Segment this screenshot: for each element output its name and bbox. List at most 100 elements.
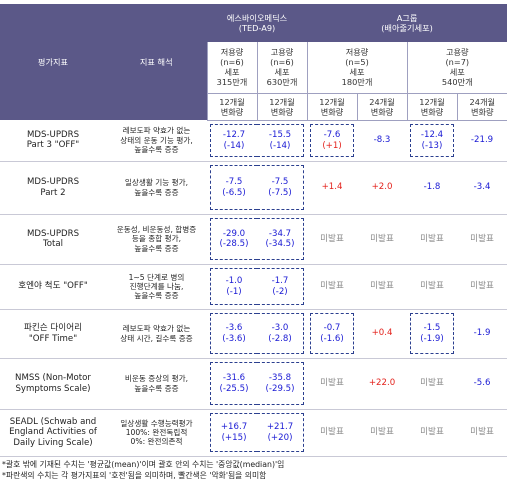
value-box: 미발표 [360, 413, 404, 452]
value-cell: -1.8 [407, 161, 458, 215]
value-text: -1.5 [423, 323, 441, 334]
value-text: +21.7 [266, 422, 294, 433]
arm-header: 저용량 (n=5) 세포 180만개 [306, 42, 408, 94]
value-text: (-2.8) [268, 333, 292, 344]
period-header: 12개월 변화량 [256, 93, 308, 121]
value-cell: -5.6 [457, 358, 507, 410]
value-text: -7.6 [323, 130, 341, 141]
value-box: -31.6 (-25.5) [210, 362, 257, 405]
metric-cell: NMSS (Non-Motor Symptoms Scale) [0, 358, 106, 410]
value-cell: 미발표 [357, 409, 408, 457]
period-label: 12개월 [319, 96, 345, 107]
arm-label: 고용량 [270, 47, 294, 58]
interpretation-cell: 비운동 증상의 평가, 높을수록 증증 [106, 358, 207, 410]
table-row: SEADL (Schwab and England Activities of Da… [0, 409, 507, 457]
header-cell: 지표 해석 [106, 4, 207, 120]
metric-line: Part 3 "OFF" [26, 140, 80, 151]
value-text: -31.6 [222, 373, 246, 384]
value-cell: 미발표 [407, 409, 458, 457]
interpretation-line: 높을수록 증증 [134, 383, 179, 393]
interpretation-line: 높을수록 증증 [134, 291, 179, 301]
period-header: 12개월 변화량 [406, 93, 458, 121]
value-text: 미발표 [320, 281, 344, 292]
value-text: -7.5 [225, 177, 243, 188]
value-cell: 미발표 [457, 264, 507, 310]
value-text: (-1.9) [420, 333, 444, 344]
arm-label: (n=6) [220, 57, 244, 68]
value-text: 미발표 [320, 233, 344, 244]
interpretation-line: 0%: 완전의존적 [130, 437, 183, 447]
value-box: -1.5 (-1.9) [410, 313, 455, 354]
value-text: -5.6 [473, 378, 491, 389]
interpretation-line: 높을수록 증증 [134, 187, 179, 197]
value-box: 미발표 [310, 362, 354, 405]
value-text: 미발표 [370, 427, 394, 438]
arm-label: 세포 [274, 67, 290, 78]
interpretation-line: 높을수록 증증 [134, 243, 179, 253]
value-text: +22.0 [368, 378, 396, 389]
value-cell: -31.6 (-25.5) [207, 358, 257, 410]
group-title: (TED-A9) [238, 23, 276, 33]
value-box: 미발표 [310, 218, 354, 260]
value-cell: 미발표 [307, 409, 358, 457]
table-row: MDS-UPDRS Total 운동성, 비운동성, 합병증 등을 종합 평가, 높을수… [0, 214, 507, 265]
value-cell: +0.4 [357, 309, 408, 359]
interpretation-cell: 일상생활 기능 평가, 높을수록 증증 [106, 161, 207, 215]
value-cell: -7.5 (-7.5) [257, 161, 308, 215]
arm-label: 180만개 [341, 77, 373, 88]
interpretation-line: 진행단계를 나눔, [129, 281, 184, 291]
value-cell: -3.6 (-3.6) [207, 309, 257, 359]
value-cell: +22.0 [357, 358, 408, 410]
value-box: 미발표 [310, 268, 354, 305]
header-row: 12개월 변화량 12개월 변화량 12개월 변화량 24개월 변화량 12개월 변화량 24개월 변… [0, 93, 507, 121]
value-text: -8.3 [373, 135, 391, 146]
value-cell: 미발표 [457, 214, 507, 265]
value-text: -21.9 [470, 135, 494, 146]
value-box: -3.6 (-3.6) [210, 313, 257, 354]
interpretation-line: 레보도파 약효가 없는 [122, 324, 191, 334]
arm-header: 저용량 (n=6) 세포 315만개 [206, 42, 257, 94]
value-text: +0.4 [371, 328, 393, 339]
value-text: -1.8 [423, 182, 441, 193]
value-text: -29.0 [222, 228, 246, 239]
arm-label: 540만개 [441, 77, 473, 88]
value-text: (-3.6) [222, 333, 246, 344]
header-row: 저용량 (n=6) 세포 315만개 고용량 (n=6) 세포 630만개 저용량 (n=5) 세포… [0, 42, 507, 94]
value-cell: -3.4 [457, 161, 507, 215]
value-text: 미발표 [420, 281, 444, 292]
value-text: (-1) [226, 286, 242, 297]
value-text: (-1.6) [320, 333, 344, 344]
table-body: MDS-UPDRS Part 3 "OFF" 레보도파 약효가 없는 상태의 운동 기… [0, 120, 507, 457]
value-cell: -0.7 (-1.6) [307, 309, 358, 359]
metric-line: Part 2 [40, 187, 66, 198]
arm-label: (n=6) [270, 57, 294, 68]
value-cell: 미발표 [457, 409, 507, 457]
value-text: (+20) [267, 432, 293, 443]
value-box: -12.4 (-13) [410, 124, 455, 157]
value-box: -8.3 [360, 124, 404, 157]
group-header: A그룹 (배아줄기세포) [307, 4, 507, 42]
value-text: (-13) [421, 140, 443, 151]
footnote: *괄호 밖에 기재된 수치는 '평균값(mean)'이며 괄호 안의 수치는 '… [2, 460, 285, 469]
value-box: +21.7 (+20) [257, 413, 305, 452]
value-box: +22.0 [360, 362, 404, 405]
value-text: (-34.5) [265, 239, 295, 249]
value-cell: -29.0 (-28.5) [207, 214, 257, 265]
value-box: 미발표 [410, 413, 454, 452]
metric-cell: MDS-UPDRS Part 2 [0, 161, 106, 215]
value-text: (+1) [322, 140, 342, 151]
value-text: -35.8 [268, 373, 292, 384]
value-cell: +1.4 [307, 161, 358, 215]
table-row: MDS-UPDRS Part 3 "OFF" 레보도파 약효가 없는 상태의 운동 기… [0, 120, 507, 162]
value-cell: -7.6 (+1) [307, 120, 358, 162]
value-text: (-29.5) [265, 383, 295, 394]
value-text: 미발표 [320, 427, 344, 438]
table-row: 호엔야 척도 "OFF" 1~5 단계로 병의 진행단계를 나눔, 높을수록 증증 -1… [0, 264, 507, 310]
value-text: 미발표 [420, 427, 444, 438]
value-cell: -7.5 (-6.5) [207, 161, 257, 215]
metric-cell: 파킨슨 다이어리 "OFF Time" [0, 309, 106, 359]
group-title: 에스바이오메딕스 [226, 13, 288, 23]
value-box: 미발표 [460, 218, 504, 260]
table-header: 평가지표 지표 해석 에스바이오메딕스 (TED-A9) A그룹 (배아줄기세포) 저용량(… [0, 4, 507, 121]
value-text: (-14) [269, 140, 291, 151]
